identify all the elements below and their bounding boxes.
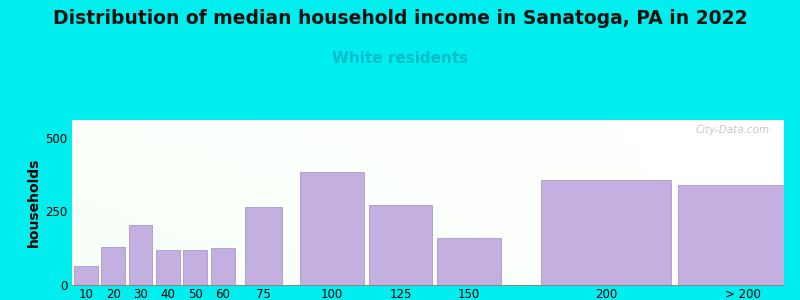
Bar [438, 238, 501, 285]
Text: City-Data.com: City-Data.com [696, 125, 770, 135]
Bar [101, 247, 125, 285]
Bar [369, 206, 433, 285]
Bar [300, 172, 364, 285]
Bar [678, 185, 800, 285]
Bar [245, 207, 282, 285]
Bar [541, 180, 671, 285]
Text: Distribution of median household income in Sanatoga, PA in 2022: Distribution of median household income … [53, 9, 747, 28]
Bar [183, 250, 207, 285]
Bar [129, 225, 153, 285]
Bar [210, 248, 234, 285]
Bar [74, 266, 98, 285]
Text: White residents: White residents [332, 51, 468, 66]
Bar [156, 250, 180, 285]
Y-axis label: households: households [26, 158, 41, 247]
